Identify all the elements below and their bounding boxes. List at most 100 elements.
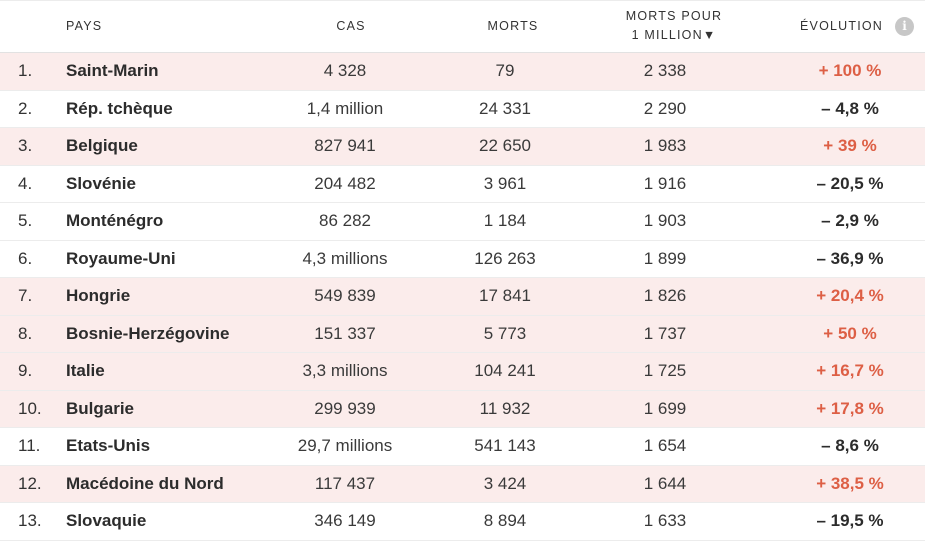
rank-cell: 12. bbox=[18, 473, 42, 493]
rank-cell: 1. bbox=[18, 61, 33, 80]
table-row[interactable]: 4. Slovénie 204 482 3 961 1 916 – 20,5 % bbox=[0, 166, 925, 203]
deaths-cell: 5 773 bbox=[483, 323, 527, 343]
deaths-per-million-cell: 1 644 bbox=[643, 473, 687, 493]
evolution-cell: – 4,8 % bbox=[821, 98, 879, 118]
country-cell: Hongrie bbox=[66, 286, 131, 305]
cases-cell: 299 939 bbox=[314, 398, 376, 418]
deaths-per-million-cell: 1 654 bbox=[643, 436, 687, 455]
evolution-cell: + 38,5 % bbox=[816, 473, 884, 493]
deaths-cell: 3 961 bbox=[483, 173, 527, 193]
evolution-cell: – 36,9 % bbox=[816, 248, 884, 268]
deaths-cell: 17 841 bbox=[479, 286, 531, 305]
country-cell: Italie bbox=[66, 361, 105, 380]
table-row[interactable]: 6. Royaume-Uni 4,3 millions 126 263 1 899 – 3… bbox=[0, 241, 925, 278]
cases-cell: 4,3 millions bbox=[302, 248, 388, 268]
cases-cell: 4 328 bbox=[323, 61, 367, 80]
rank-cell: 8. bbox=[18, 323, 33, 343]
table-row[interactable]: 10. Bulgarie 299 939 11 932 1 699 + 17,8 % bbox=[0, 390, 925, 428]
rank-cell: 9. bbox=[18, 361, 33, 380]
rank-cell: 5. bbox=[18, 211, 33, 230]
country-cell: Etats-Unis bbox=[66, 436, 151, 455]
table-row[interactable]: 9. Italie 3,3 millions 104 241 1 725 + 16,7 % bbox=[0, 353, 925, 391]
deaths-cell: 126 263 bbox=[474, 248, 536, 268]
evolution-cell: – 19,5 % bbox=[816, 511, 884, 530]
deaths-per-million-cell: 1 737 bbox=[643, 323, 687, 343]
cases-cell: 86 282 bbox=[319, 211, 371, 230]
table-row[interactable]: 13. Slovaquie 346 149 8 894 1 633 – 19,5 % bbox=[0, 503, 925, 541]
rank-cell: 11. bbox=[18, 436, 41, 455]
column-header-deaths-per-million[interactable]: MORTS POUR 1 MILLION▼ bbox=[596, 7, 752, 45]
evolution-cell: – 2,9 % bbox=[821, 211, 879, 230]
deaths-per-million-cell: 1 633 bbox=[643, 511, 687, 530]
evolution-cell: + 100 % bbox=[818, 61, 882, 80]
table-row[interactable]: 5. Monténégro 86 282 1 184 1 903 – 2,9 % bbox=[0, 203, 925, 241]
country-cell: Belgique bbox=[66, 136, 138, 155]
deaths-cell: 11 932 bbox=[479, 398, 531, 418]
table-header: PAYS CAS MORTS MORTS POUR 1 MILLION▼ ÉVO… bbox=[0, 0, 925, 53]
rank-cell: 13. bbox=[18, 511, 42, 530]
deaths-cell: 1 184 bbox=[483, 211, 527, 230]
rank-cell: 6. bbox=[18, 248, 33, 268]
evolution-cell: + 50 % bbox=[823, 323, 877, 343]
cases-cell: 204 482 bbox=[314, 173, 376, 193]
cases-cell: 549 839 bbox=[314, 286, 376, 305]
column-header-deaths-per-million-line2: 1 MILLION▼ bbox=[631, 28, 717, 42]
column-header-deaths[interactable]: MORTS bbox=[487, 19, 539, 33]
deaths-per-million-cell: 1 903 bbox=[643, 211, 687, 230]
table-row[interactable]: 2. Rép. tchèque 1,4 million 24 331 2 290 – 4,… bbox=[0, 91, 925, 128]
column-header-cases[interactable]: CAS bbox=[336, 19, 366, 33]
table-row[interactable]: 8. Bosnie-Herzégovine 151 337 5 773 1 737 + 5… bbox=[0, 315, 925, 353]
evolution-cell: + 20,4 % bbox=[816, 286, 884, 305]
cases-cell: 117 437 bbox=[314, 473, 376, 493]
deaths-per-million-cell: 1 699 bbox=[643, 398, 687, 418]
country-cell: Saint-Marin bbox=[66, 61, 159, 80]
deaths-cell: 104 241 bbox=[474, 361, 536, 380]
country-cell: Macédoine du Nord bbox=[66, 473, 224, 493]
rank-cell: 4. bbox=[18, 173, 33, 193]
rank-cell: 2. bbox=[18, 98, 33, 118]
cases-cell: 151 337 bbox=[314, 323, 376, 343]
deaths-per-million-cell: 1 983 bbox=[643, 136, 687, 155]
table-row[interactable]: 11. Etats-Unis 29,7 millions 541 143 1 654 – … bbox=[0, 428, 925, 466]
table-row[interactable]: 1. Saint-Marin 4 328 79 2 338 + 100 % bbox=[0, 53, 925, 91]
rank-cell: 10. bbox=[18, 398, 42, 418]
country-cell: Bulgarie bbox=[66, 398, 135, 418]
deaths-cell: 541 143 bbox=[474, 436, 536, 455]
rank-cell: 3. bbox=[18, 136, 33, 155]
cases-cell: 1,4 million bbox=[306, 98, 384, 118]
country-cell: Bosnie-Herzégovine bbox=[66, 323, 230, 343]
table-row[interactable]: 3. Belgique 827 941 22 650 1 983 + 39 % bbox=[0, 128, 925, 166]
deaths-per-million-cell: 1 826 bbox=[643, 286, 687, 305]
info-icon[interactable]: i bbox=[895, 17, 914, 36]
deaths-cell: 79 bbox=[495, 61, 515, 80]
cases-cell: 827 941 bbox=[314, 136, 376, 155]
country-cell: Monténégro bbox=[66, 211, 164, 230]
cases-cell: 346 149 bbox=[314, 511, 376, 530]
deaths-cell: 22 650 bbox=[479, 136, 531, 155]
table-body: 1. Saint-Marin 4 328 79 2 338 + 100 % 2. Rép. t… bbox=[0, 53, 925, 541]
deaths-cell: 24 331 bbox=[479, 98, 531, 118]
deaths-cell: 3 424 bbox=[483, 473, 527, 493]
deaths-per-million-cell: 1 899 bbox=[643, 248, 687, 268]
deaths-per-million-cell: 2 338 bbox=[643, 61, 687, 80]
column-header-deaths-per-million-line1: MORTS POUR bbox=[625, 9, 723, 23]
country-cell: Rép. tchèque bbox=[66, 98, 173, 118]
cases-cell: 29,7 millions bbox=[297, 436, 393, 455]
cases-cell: 3,3 millions bbox=[302, 361, 388, 380]
evolution-cell: – 20,5 % bbox=[816, 173, 884, 193]
table-row[interactable]: 7. Hongrie 549 839 17 841 1 826 + 20,4 % bbox=[0, 278, 925, 316]
country-cell: Royaume-Uni bbox=[66, 248, 176, 268]
deaths-per-million-cell: 2 290 bbox=[643, 98, 687, 118]
evolution-cell: + 16,7 % bbox=[816, 361, 884, 380]
evolution-cell: + 17,8 % bbox=[816, 398, 884, 418]
country-cell: Slovaquie bbox=[66, 511, 147, 530]
evolution-cell: + 39 % bbox=[823, 136, 877, 155]
deaths-per-million-cell: 1 725 bbox=[643, 361, 687, 380]
table-row[interactable]: 12. Macédoine du Nord 117 437 3 424 1 644 + 3… bbox=[0, 465, 925, 503]
deaths-per-million-cell: 1 916 bbox=[643, 173, 687, 193]
deaths-cell: 8 894 bbox=[483, 511, 527, 530]
rank-cell: 7. bbox=[18, 286, 33, 305]
column-header-country[interactable]: PAYS bbox=[66, 19, 103, 33]
column-header-evolution[interactable]: ÉVOLUTION bbox=[800, 19, 884, 33]
